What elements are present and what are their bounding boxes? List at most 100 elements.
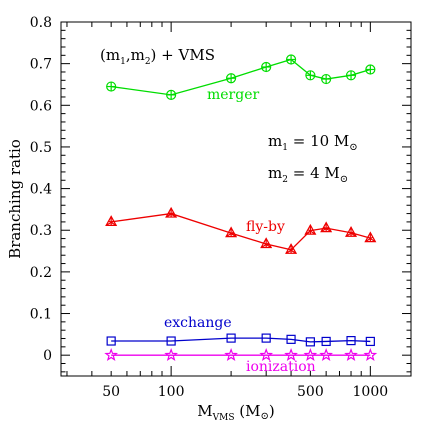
- solar-mass-symbol-icon: ⊙: [349, 142, 357, 153]
- y-axis-label: Branching ratio: [6, 139, 24, 259]
- marker-square: [226, 333, 236, 343]
- annotation-m2-value: = 4 M: [288, 164, 340, 182]
- annotation-m1-subscript: 1: [282, 143, 288, 153]
- data-point-fly-by: [304, 223, 317, 235]
- y-tick-label: 0.1: [30, 307, 52, 323]
- x-axis-label: MVMS (M⊙): [197, 402, 274, 423]
- marker-line: [288, 248, 297, 254]
- data-point-exchange: [305, 337, 315, 347]
- marker-line: [263, 242, 272, 248]
- data-point-exchange: [261, 333, 271, 343]
- data-point-merger: [166, 89, 177, 100]
- data-point-ionization: [344, 347, 358, 362]
- marker-star: [303, 347, 318, 362]
- series-label-exchange: exchange: [164, 315, 232, 331]
- solar-mass-symbol-icon: ⊙: [340, 174, 348, 185]
- data-point-exchange: [365, 336, 375, 347]
- title-subscript: 2: [145, 57, 151, 67]
- data-point-merger: [365, 64, 376, 75]
- data-point-ionization: [259, 347, 274, 362]
- data-point-ionization: [104, 347, 119, 362]
- marker-line: [108, 220, 117, 226]
- marker-star: [104, 347, 119, 362]
- data-point-fly-by: [285, 243, 298, 254]
- marker-line: [345, 231, 354, 237]
- data-point-exchange: [166, 336, 176, 346]
- title-part: (m: [100, 46, 120, 64]
- title-part: ,m: [126, 46, 145, 64]
- data-point-exchange: [226, 333, 236, 343]
- data-point-merger: [285, 54, 297, 65]
- data-point-merger: [225, 73, 237, 84]
- data-point-fly-by: [345, 225, 358, 237]
- marker-line: [323, 226, 332, 233]
- marker-square: [261, 333, 271, 343]
- y-tick-label: 0.7: [30, 57, 52, 73]
- marker-square: [365, 336, 375, 347]
- data-point-exchange: [346, 336, 356, 346]
- marker-line: [320, 226, 329, 233]
- data-point-fly-by: [225, 226, 238, 238]
- data-point-ionization: [284, 347, 298, 362]
- marker-line: [307, 229, 316, 235]
- data-point-merger: [321, 73, 332, 85]
- marker-star: [363, 347, 378, 362]
- chart-title: (m1,m2) + VMS: [100, 46, 215, 67]
- y-tick-label: 0.6: [30, 98, 52, 114]
- data-point-ionization: [224, 347, 238, 362]
- marker-star: [164, 347, 178, 362]
- annotation-m2: m2 = 4 M⊙: [268, 164, 348, 185]
- y-tick-label: 0.5: [30, 140, 52, 156]
- x-axis-label-subscript: VMS: [212, 413, 235, 423]
- marker-star: [224, 347, 238, 362]
- x-axis-label-unit: (M: [235, 402, 261, 420]
- title-part: ) + VMS: [151, 46, 215, 64]
- data-point-fly-by: [165, 206, 178, 218]
- marker-star: [259, 347, 274, 362]
- marker-square: [305, 337, 315, 347]
- y-tick-label: 0: [43, 348, 52, 364]
- x-tick-label: 100: [158, 384, 185, 400]
- annotation-m1: m1 = 10 M⊙: [268, 132, 358, 153]
- data-point-fly-by: [364, 231, 377, 243]
- series-label-merger: merger: [207, 87, 260, 103]
- data-point-ionization: [164, 347, 178, 362]
- y-tick-label: 0.8: [30, 15, 52, 31]
- series-label-fly-by: fly-by: [246, 219, 285, 235]
- marker-line: [228, 231, 237, 238]
- data-point-exchange: [106, 336, 116, 346]
- marker-square: [166, 336, 176, 346]
- marker-line: [165, 212, 174, 218]
- title-subscript: 1: [120, 57, 126, 67]
- marker-star: [319, 347, 334, 362]
- series-line-exchange: [111, 337, 371, 343]
- data-point-fly-by: [105, 215, 118, 227]
- data-point-exchange: [321, 336, 331, 347]
- data-point-fly-by: [320, 221, 333, 233]
- data-point-merger: [106, 81, 117, 92]
- marker-square: [286, 334, 296, 344]
- y-tick-label: 0.4: [30, 182, 52, 198]
- data-point-ionization: [303, 347, 318, 362]
- data-point-ionization: [319, 347, 334, 362]
- annotation-m2-symbol: m: [268, 164, 282, 182]
- y-tick-label: 0.2: [30, 265, 52, 281]
- marker-line: [367, 236, 376, 243]
- marker-line: [348, 231, 357, 237]
- data-point-fly-by: [260, 237, 273, 249]
- marker-line: [305, 229, 314, 235]
- x-axis-label-unit-close: ): [269, 402, 275, 420]
- marker-square: [321, 336, 331, 347]
- marker-line: [260, 242, 269, 248]
- plot-frame: [60, 21, 412, 377]
- marker-star: [284, 347, 298, 362]
- marker-line: [168, 212, 177, 218]
- x-axis-label-main: M: [197, 402, 212, 420]
- series-label-ionization: ionization: [246, 359, 316, 375]
- x-tick-label: 500: [297, 384, 324, 400]
- marker-line: [365, 236, 374, 243]
- data-point-merger: [345, 70, 357, 81]
- annotation-m1-symbol: m: [268, 132, 282, 150]
- data-point-ionization: [363, 347, 378, 362]
